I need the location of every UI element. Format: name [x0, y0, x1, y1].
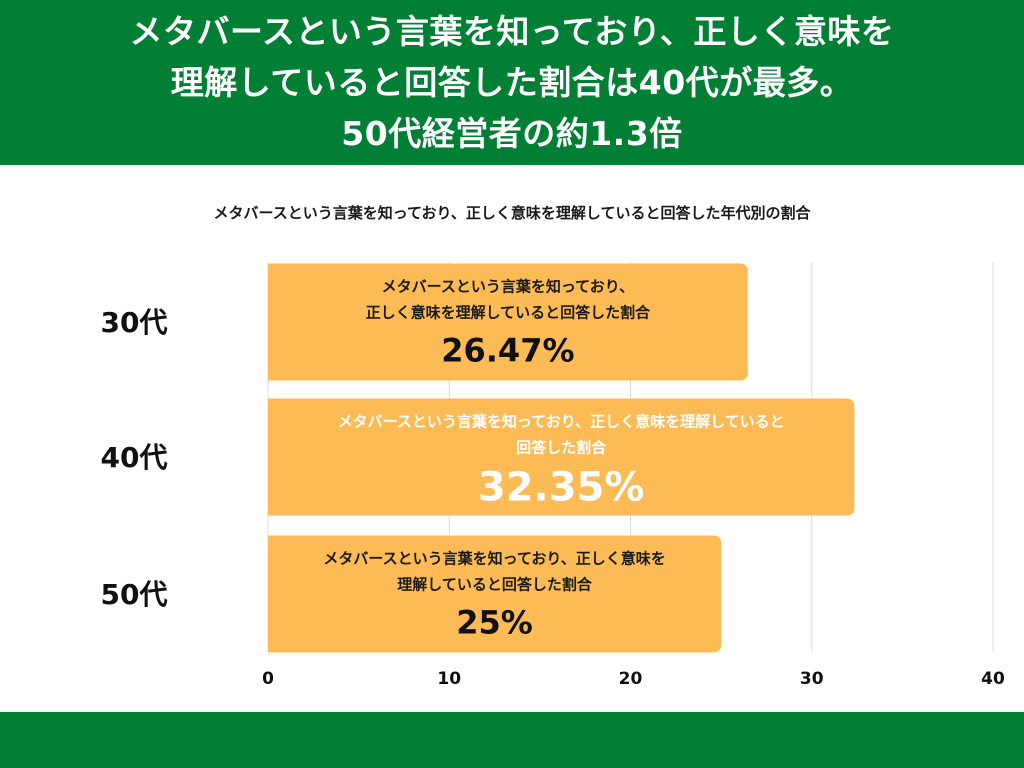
- bar-description-line: メタバースという言葉を知っており、正しく意味を理解していると: [338, 413, 785, 431]
- bar-description-line: メタバースという言葉を知っており、: [382, 278, 634, 296]
- x-tick-label: 10: [437, 669, 461, 689]
- bar-description-line: 正しく意味を理解していると回答した割合: [366, 304, 652, 322]
- footer-band: [0, 712, 1024, 768]
- category-label: 50代: [101, 578, 168, 611]
- chart-title: メタバースという言葉を知っており、正しく意味を理解していると回答した年代別の割合: [213, 204, 811, 222]
- x-tick-label: 40: [981, 669, 1005, 689]
- headline-line-3: 50代経営者の約1.3倍: [341, 114, 683, 153]
- bar-description-line: メタバースという言葉を知っており、正しく意味を: [323, 550, 665, 568]
- x-tick-label: 30: [800, 669, 824, 689]
- data-label: 25%: [456, 604, 533, 642]
- header-banner: メタバースという言葉を知っており、正しく意味を 理解していると回答した割合は40…: [0, 0, 1024, 165]
- bar-description-line: 理解していると回答した割合: [397, 576, 593, 594]
- data-label: 32.35%: [478, 465, 645, 511]
- bar-30代: [268, 263, 748, 381]
- category-label: 40代: [101, 441, 168, 474]
- headline-line-1: メタバースという言葉を知っており、正しく意味を: [129, 12, 895, 51]
- bar-50代: [268, 535, 722, 653]
- bar-description-line: 回答した割合: [516, 439, 607, 457]
- data-label: 26.47%: [441, 332, 574, 370]
- headline-line-2: 理解していると回答した割合は40代が最多。: [170, 63, 854, 102]
- x-tick-label: 20: [619, 669, 643, 689]
- bar-40代: [268, 398, 855, 516]
- x-tick-label: 0: [262, 669, 274, 689]
- category-label: 30代: [101, 306, 168, 339]
- bar-chart: 0 10 20 30 4030代メタバースという言葉を知っており、正しく意味を理解してい…: [101, 262, 1005, 689]
